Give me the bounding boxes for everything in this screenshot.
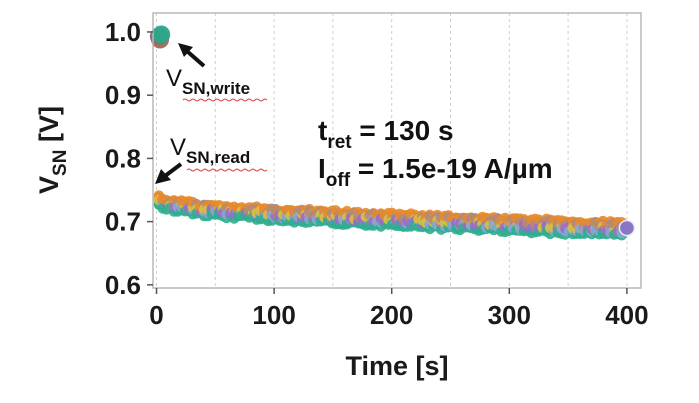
tret-annotation: tret = 130 s	[318, 115, 454, 153]
write-callout: VSN,write	[166, 43, 268, 102]
x-tick-label: 300	[488, 300, 531, 330]
ioff-value: = 1.5e-19 A/µm	[350, 153, 553, 184]
write-arrow-head	[178, 43, 193, 57]
y-tick-label: 0.8	[105, 143, 141, 173]
y-axis-title: VSN [V]	[34, 106, 71, 194]
y-tick-label: 1.0	[105, 17, 141, 47]
x-axis-title: Time [s]	[345, 351, 448, 381]
ioff-sub: off	[326, 170, 351, 191]
end-point-marker	[618, 219, 636, 237]
read-label-main: V	[170, 134, 186, 161]
y-axis-title-unit: [V]	[34, 106, 64, 150]
read-label: VSN,read	[170, 134, 250, 167]
write-squiggle	[182, 98, 268, 102]
tret-value: = 130 s	[352, 115, 454, 146]
x-tick-label: 400	[605, 300, 648, 330]
plot-area-background	[153, 13, 641, 288]
y-axis-title-sub: SN	[50, 150, 71, 176]
axis-ticks: 0 100 200 300 400 0.6 0.7 0.8 0.9 1.0	[105, 17, 649, 330]
write-label-main: V	[166, 65, 182, 92]
x-tick-label: 100	[252, 300, 295, 330]
tret-main: t	[318, 115, 327, 146]
write-arrow-line	[186, 50, 206, 68]
read-arrow-head	[155, 169, 171, 184]
read-callout: VSN,read	[155, 134, 268, 184]
y-tick-label: 0.7	[105, 207, 141, 237]
read-squiggle	[186, 168, 268, 172]
data-points	[149, 25, 636, 241]
read-label-sub: SN,read	[186, 148, 250, 167]
grid-lines	[156, 13, 628, 288]
write-label-sub: SN,write	[182, 79, 250, 98]
y-tick-label: 0.9	[105, 80, 141, 110]
y-axis-title-main: V	[34, 176, 64, 194]
write-point	[152, 25, 171, 44]
plot-area-border	[152, 12, 642, 289]
read-arrow-line	[163, 162, 183, 178]
ioff-annotation: Ioff = 1.5e-19 A/µm	[318, 153, 553, 191]
tret-sub: ret	[327, 132, 352, 153]
ioff-main: I	[318, 153, 326, 184]
y-tick-label: 0.6	[105, 270, 141, 300]
x-tick-label: 0	[149, 300, 163, 330]
x-tick-label: 200	[370, 300, 413, 330]
write-label: VSN,write	[166, 65, 250, 98]
